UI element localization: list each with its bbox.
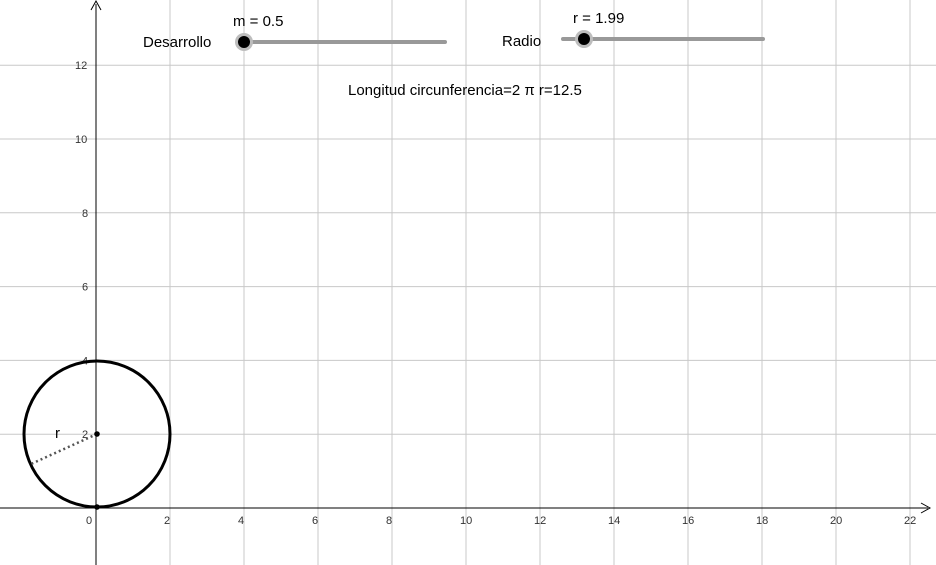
x-tick-label: 22: [904, 515, 916, 527]
y-tick-label: 10: [75, 134, 87, 146]
x-tick-label: 0: [86, 515, 92, 527]
slider-desarrollo-knob[interactable]: [238, 36, 250, 48]
y-axis-arrow: [90, 0, 102, 11]
x-tick-label: 10: [460, 515, 472, 527]
slider-desarrollo-value: m = 0.5: [233, 13, 283, 30]
center-point[interactable]: [94, 431, 100, 437]
slider-radio-knob[interactable]: [578, 33, 590, 45]
y-tick-label: 2: [82, 429, 88, 441]
x-tick-label: 2: [164, 515, 170, 527]
x-tick-label: 16: [682, 515, 694, 527]
x-tick-label: 12: [534, 515, 546, 527]
y-tick-label: 6: [82, 282, 88, 294]
x-axis-arrow: [920, 502, 932, 514]
slider-radio-label: Radio: [502, 33, 541, 50]
y-tick-label: 8: [82, 208, 88, 220]
bottom-point[interactable]: [94, 504, 100, 510]
x-tick-label: 6: [312, 515, 318, 527]
x-tick-label: 4: [238, 515, 244, 527]
y-tick-label: 12: [75, 60, 87, 72]
circumference-formula: Longitud circunferencia=2 π r=12.5: [348, 82, 582, 99]
radius-segment[interactable]: [30, 432, 98, 466]
slider-desarrollo-label: Desarrollo: [143, 34, 211, 51]
x-tick-labels: 0 2 4 6 8 10 12 14 16 18 20 22: [86, 515, 916, 527]
x-tick-label: 20: [830, 515, 842, 527]
x-tick-label: 14: [608, 515, 620, 527]
slider-radio-value: r = 1.99: [573, 10, 624, 27]
x-tick-label: 18: [756, 515, 768, 527]
x-tick-label: 8: [386, 515, 392, 527]
radius-label: r: [55, 425, 60, 442]
